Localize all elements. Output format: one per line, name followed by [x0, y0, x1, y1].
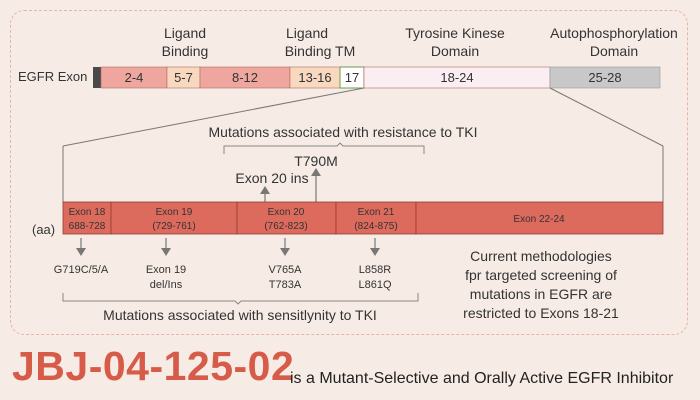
exon-segment-25-28 [549, 66, 661, 89]
label-autophosphorylation-line2: Domain [590, 43, 638, 59]
arrow-exon20-down-head [280, 248, 290, 256]
exon-bar-start-cap [93, 67, 101, 88]
detail-exon19-range: (729-761) [152, 221, 195, 232]
compound-description: is a Mutant-Selective and Orally Active … [290, 370, 674, 387]
detail-segment-exon19 [110, 201, 238, 235]
arrow-exon20-head [260, 186, 270, 194]
detail-exon18-name: Exon 18 [69, 207, 106, 218]
detail-exon19-name: Exon 19 [156, 207, 193, 218]
label-tyrosine-kinase-line2: Domain [431, 43, 479, 59]
sensitivity-exon19-line1: Exon 19 [146, 264, 186, 276]
note-line-1: Current methodologies [470, 248, 612, 264]
sensitivity-exon20-line1: V765A [268, 264, 302, 276]
egfr-exon-row-label: EGFR Exon [18, 69, 87, 84]
detail-segment-exon22-24 [415, 201, 664, 235]
arrow-t790m-head [311, 168, 321, 176]
detail-exon21-name: Exon 21 [358, 207, 395, 218]
detail-exon21-range: (824-875) [354, 221, 397, 232]
detail-exon20-name: Exon 20 [268, 207, 305, 218]
detail-segment-exon20 [236, 201, 337, 235]
zoom-line-left [62, 87, 365, 147]
note-line-4: restricted to Exons 18-21 [463, 305, 619, 321]
exon-label-5-7: 5-7 [174, 70, 193, 85]
sensitivity-exon21-line1: L858R [359, 264, 391, 276]
arrow-exon21-head [370, 248, 380, 256]
arrow-exon18-head [76, 248, 86, 256]
aa-label: (aa) [32, 222, 55, 237]
mutation-t790m: T790M [294, 153, 338, 169]
label-ligand-binding-1-line2: Binding [162, 43, 209, 59]
sensitivity-exon21-line2: L861Q [358, 279, 391, 291]
label-ligand-binding-2-line2: Binding TM [285, 43, 356, 59]
diagram-card [10, 10, 688, 335]
exon-label-8-12: 8-12 [232, 70, 258, 85]
sensitivity-bracket [62, 293, 419, 305]
detail-segment-exon18 [62, 201, 112, 235]
label-ligand-binding-2-line1: Ligand [286, 25, 328, 41]
exon-label-2-4: 2-4 [125, 70, 144, 85]
egfr-exon-diagram: Ligand Binding Ligand Binding TM Tyrosin… [18, 25, 678, 323]
compound-name: JBJ-04-125-02 [12, 343, 295, 389]
detail-exon22-24-name: Exon 22-24 [513, 214, 565, 225]
sensitivity-caption: Mutations associated with sensitlynity t… [103, 307, 377, 323]
sensitivity-exon18-line1: G719C/5/A [54, 264, 109, 276]
exon-label-25-28: 25-28 [588, 70, 621, 85]
label-autophosphorylation-line1: Autophosphorylation [550, 25, 678, 41]
resistance-caption: Mutations associated with resistance to … [209, 124, 478, 140]
arrow-exon19-head [161, 248, 171, 256]
detail-exon18-range: 688-728 [69, 221, 106, 232]
exon-label-18-24: 18-24 [440, 70, 473, 85]
detail-exon20-range: (762-823) [264, 221, 307, 232]
note-line-2: fpr targeted screening of [465, 267, 617, 283]
label-tyrosine-kinase-line1: Tyrosine Kinese [405, 25, 505, 41]
mutation-exon20-ins: Exon 20 ins [235, 170, 308, 186]
sensitivity-exon19-line2: del/Ins [150, 279, 183, 291]
note-line-3: mutations in EGFR are [470, 286, 613, 302]
exon-label-17: 17 [345, 70, 359, 85]
sensitivity-exon20-line2: T783A [269, 279, 302, 291]
label-ligand-binding-1-line1: Ligand [164, 25, 206, 41]
exon-label-13-16: 13-16 [298, 70, 331, 85]
zoom-line-right [549, 87, 664, 147]
resistance-bracket [223, 142, 425, 154]
